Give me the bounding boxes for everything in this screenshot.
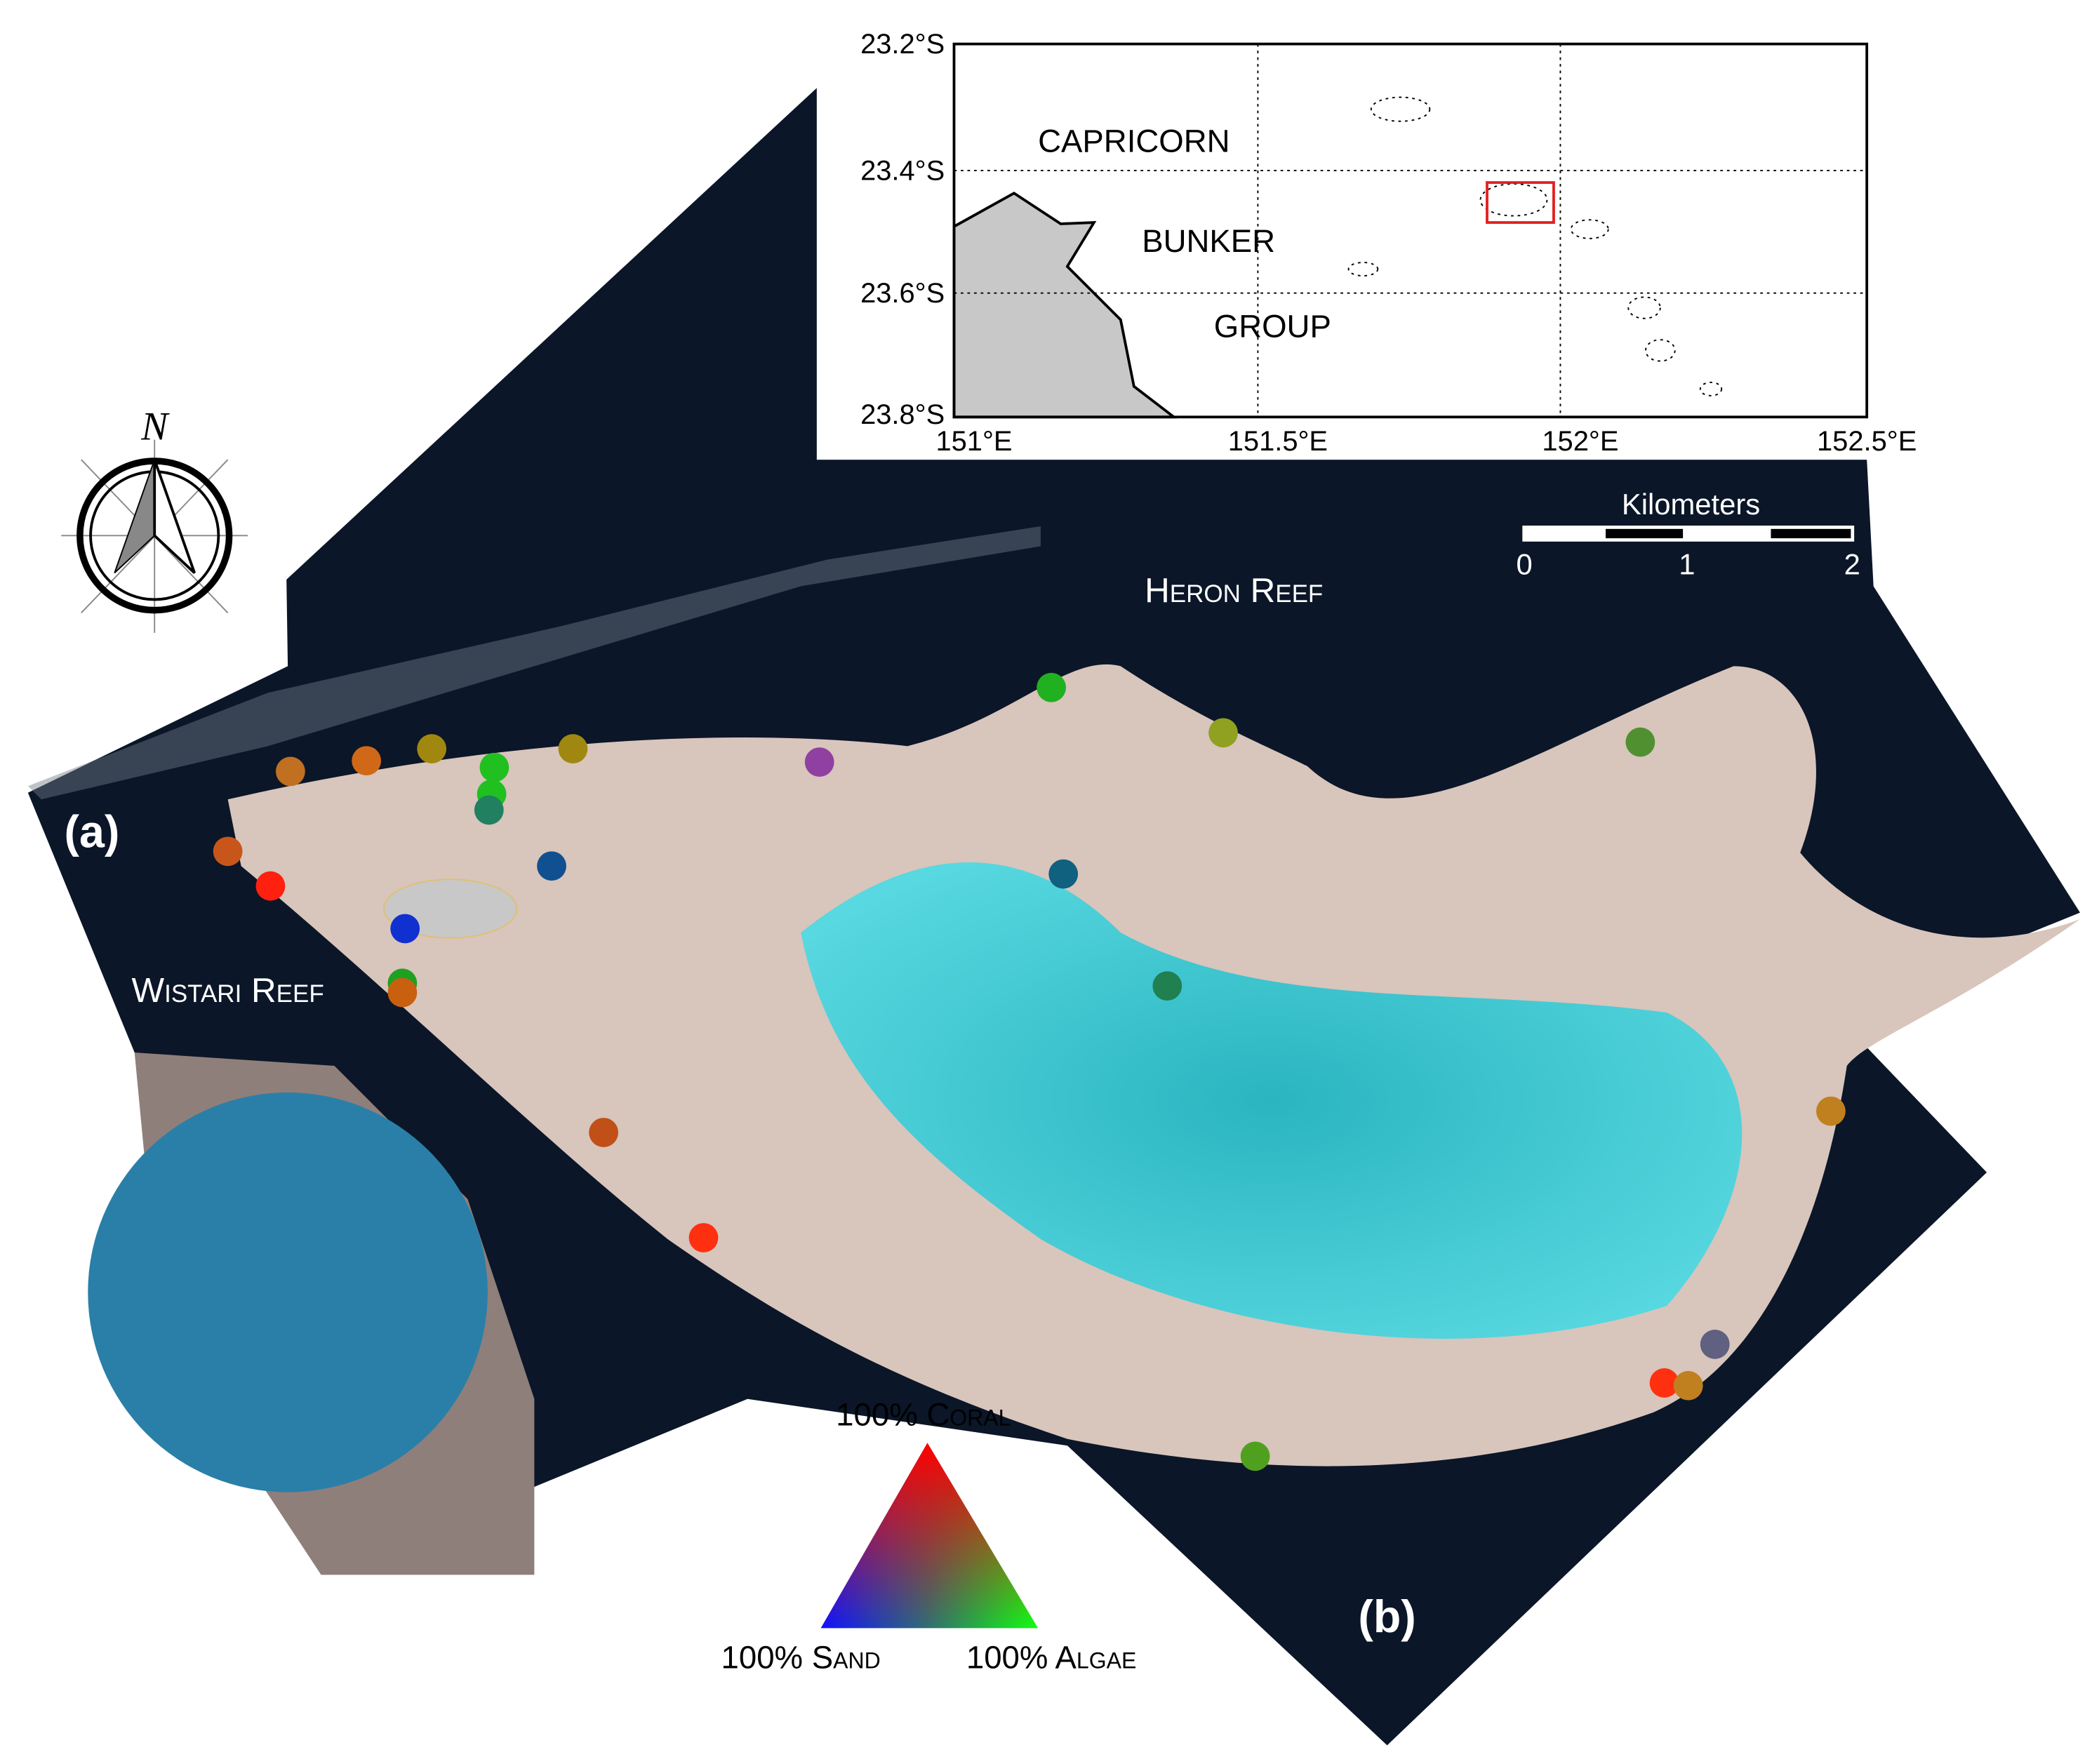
place-label: GROUP [1214,308,1331,344]
legend-label: 100% Algae [966,1639,1136,1675]
scale-title: Kilometers [1622,488,1760,521]
lon-label: 152°E [1542,426,1618,457]
scale-label: 0 [1517,547,1533,580]
inset-map [952,42,1869,419]
legend-label: 100% Coral [836,1397,1011,1433]
place-label: CAPRICORN [1038,123,1230,159]
legend-label: 100% Sand [721,1639,881,1675]
lat-label: 23.2°S [860,29,945,60]
wistari-lagoon [88,1093,488,1492]
scale-label: 2 [1844,547,1860,580]
compass-label: N [140,405,170,449]
place-label: BUNKER [1142,223,1275,259]
wistari-reef-label: Wistari Reef [132,971,324,1010]
panel-label: (a) [65,807,120,857]
lat-label: 23.4°S [860,155,945,186]
lon-label: 152.5°E [1817,426,1917,457]
lon-label: 151°E [935,426,1012,457]
scale-label: 1 [1679,547,1695,580]
heron-lagoon [801,862,1743,1339]
sample-points [213,672,1846,1471]
compass [61,439,248,633]
lat-label: 23.8°S [860,399,945,430]
heron-reef-label: Heron Reef [1145,571,1323,610]
surf [27,526,1041,800]
panel-label: (b) [1358,1591,1415,1642]
lat-label: 23.6°S [860,278,945,309]
lon-label: 151.5°E [1228,426,1328,457]
legend-triangle [820,1443,1039,1629]
scale-bar [1522,526,1855,542]
